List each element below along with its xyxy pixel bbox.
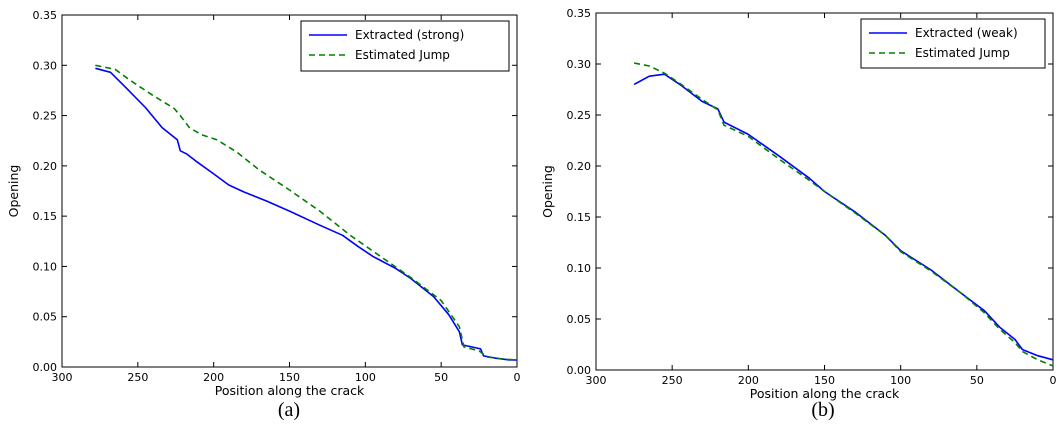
y-tick-label: 0.05 (33, 311, 58, 324)
x-tick-label: 50 (970, 374, 984, 387)
y-tick-label: 0.10 (33, 260, 58, 273)
y-tick-label: 0.00 (33, 361, 58, 374)
y-axis-title: Opening (540, 165, 555, 218)
legend: Extracted (weak) Estimated Jump (860, 18, 1046, 69)
y-tick-label: 0.20 (33, 160, 58, 173)
legend-box (860, 18, 1046, 69)
y-tick-label: 0.00 (567, 364, 592, 377)
y-tick-label: 0.05 (567, 313, 592, 326)
x-tick-label: 100 (890, 374, 911, 387)
y-tick-label: 0.15 (33, 210, 58, 223)
x-axis-title: Position along the crack (750, 386, 900, 401)
x-tick-label: 250 (662, 374, 683, 387)
y-tick-label: 0.20 (567, 160, 592, 173)
series-line-1 (633, 73, 1054, 361)
series-line-2 (95, 64, 518, 361)
x-tick-label: 0 (514, 371, 521, 384)
y-tick-label: 0.35 (567, 7, 592, 20)
legend-label: Extracted (strong) (355, 28, 464, 42)
y-tick-label: 0.25 (567, 109, 592, 122)
y-tick-label: 0.10 (567, 262, 592, 275)
x-tick-label: 50 (434, 371, 448, 384)
y-axis-title: Opening (6, 165, 21, 218)
x-tick-label: 0 (1050, 374, 1057, 387)
series-line-2 (633, 62, 1054, 367)
x-tick-label: 200 (738, 374, 759, 387)
series-line-1 (95, 67, 517, 361)
panel-caption: (a) (278, 399, 300, 421)
legend: Extracted (strong) Estimated Jump (300, 20, 510, 72)
y-tick-label: 0.30 (567, 58, 592, 71)
y-tick-label: 0.35 (33, 9, 58, 22)
x-tick-label: 150 (814, 374, 835, 387)
y-tick-label: 0.25 (33, 110, 58, 123)
chart-panel-a: 300 250 200 150 100 50 0 0.00 0.05 0.10 0.15 0.20 0.… (6, 9, 521, 421)
panel-caption: (b) (811, 399, 834, 421)
x-tick-label: 150 (279, 371, 300, 384)
legend-label: Estimated Jump (355, 48, 450, 62)
x-tick-label: 300 (52, 371, 73, 384)
chart-panel-b: 300 250 200 150 100 50 0 0.00 0.05 0.10 0.15 0.20 0.… (540, 7, 1057, 421)
legend-label: Extracted (weak) (915, 26, 1018, 40)
x-tick-label: 200 (203, 371, 224, 384)
x-axis-title: Position along the crack (215, 383, 365, 398)
x-tick-label: 250 (127, 371, 148, 384)
legend-box (300, 20, 510, 72)
y-tick-label: 0.30 (33, 59, 58, 72)
x-tick-label: 100 (355, 371, 376, 384)
legend-label: Estimated Jump (915, 46, 1010, 60)
x-tick-label: 300 (586, 374, 607, 387)
y-tick-label: 0.15 (567, 211, 592, 224)
